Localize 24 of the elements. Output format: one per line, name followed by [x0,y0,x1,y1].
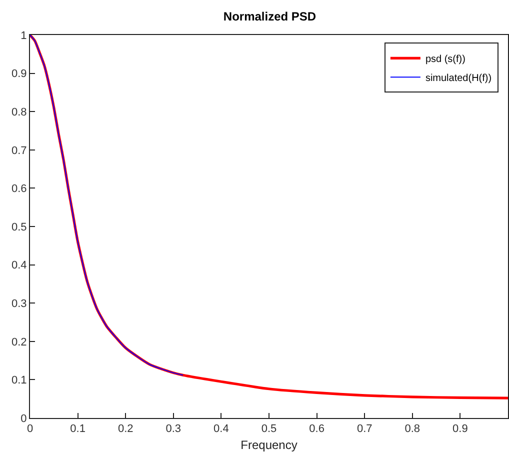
x-tick-label: 0.7 [356,423,372,436]
x-tick-label: 0.6 [309,423,324,436]
x-tick-label: 0.3 [166,423,182,436]
x-tick-label: 0.5 [261,423,277,436]
y-tick-label: 0.8 [12,106,27,118]
chart-title: Normalized PSD [223,9,316,24]
y-tick-label: 0.2 [12,336,27,348]
x-tick-label: 0.4 [214,423,229,436]
x-tick-label: 0.8 [404,423,420,436]
y-tick-label: 0.9 [12,68,27,80]
y-tick-label: 0.7 [12,144,27,157]
y-tick-label: 0.5 [12,221,27,234]
y-tick-label: 0.1 [12,374,27,387]
x-tick-label: 0.1 [70,423,86,436]
legend-label: simulated(H(f)) [425,73,492,84]
x-axis-title: Frequency [240,438,298,452]
y-tick-label: 0.3 [12,298,27,310]
y-tick-label: 0 [20,412,27,425]
y-tick-label: 1 [20,30,27,42]
y-tick-label: 0.4 [12,260,27,272]
x-tick-label: 0.2 [118,423,134,436]
y-tick-label: 0.6 [12,183,27,196]
x-tick-label: 0.9 [452,423,468,436]
legend-label: psd (s(f)) [425,54,466,66]
